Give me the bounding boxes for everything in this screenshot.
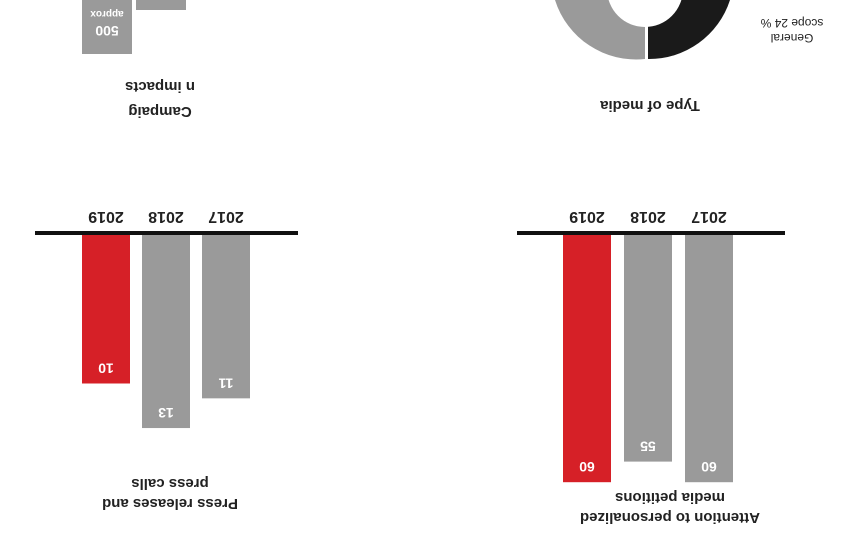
press-releases-bar-2018: [142, 235, 190, 429]
campaign-title-line2: n impacts: [125, 78, 195, 95]
media-petitions-year-label: 2017: [691, 208, 727, 225]
media-petitions-year-label: 2019: [569, 208, 605, 225]
media-petitions-title-line1: Attention to personalized: [580, 509, 760, 526]
press-releases-title-line1: Press releases and: [102, 495, 238, 512]
media-petitions-value-label: 55: [640, 439, 656, 455]
media-type-chart: General scope 24 % Type of media: [555, 0, 823, 114]
press-releases-year-label: 2018: [148, 208, 184, 225]
campaign-impacts-chart: 500 approx Campaig n impacts: [82, 0, 195, 120]
media-petitions-value-label: 60: [579, 459, 595, 475]
press-releases-value-label: 11: [218, 375, 233, 391]
press-releases-year-label: 2017: [208, 208, 244, 225]
campaign-bar-note: approx: [90, 8, 124, 19]
campaign-title-line1: Campaig: [128, 103, 191, 120]
donut-hole: [608, 0, 682, 27]
media-petitions-value-label: 60: [701, 459, 717, 475]
media-petitions-bar-2018: [624, 235, 672, 462]
press-releases-value-label: 10: [98, 361, 114, 377]
media-petitions-bar-2017: [685, 235, 733, 483]
media-petitions-bar-2019: [563, 235, 611, 483]
media-petitions-title-line2: media petitions: [615, 489, 725, 506]
press-releases-chart: 11 2017 13 2018 10 2019 Press releases and pr…: [35, 208, 298, 512]
campaign-bar-value: 500: [95, 23, 119, 39]
donut-label-line2: scope 24 %: [760, 16, 823, 30]
media-petitions-chart: 60 2017 55 2018 60 2019 Attention to personal…: [517, 208, 785, 526]
press-releases-title-line2: press calls: [131, 475, 209, 492]
media-petitions-year-label: 2018: [630, 208, 666, 225]
press-releases-bar-2019: [82, 235, 130, 384]
press-releases-year-label: 2019: [88, 208, 124, 225]
campaign-bar-secondary: [136, 0, 186, 10]
press-releases-value-label: 13: [158, 405, 174, 421]
media-type-title: Type of media: [599, 97, 699, 114]
press-releases-bar-2017: [202, 235, 250, 399]
campaign-bar: [82, 0, 132, 54]
donut-label-line1: General: [771, 31, 814, 45]
